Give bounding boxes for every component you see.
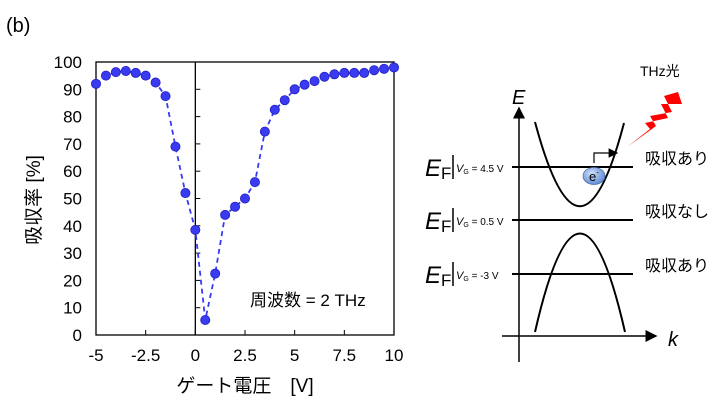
lightning-bolt-icon (627, 92, 682, 147)
momentum-axis-label: k (668, 329, 679, 351)
data-point (339, 67, 350, 78)
data-point (289, 84, 300, 95)
absorption-result: 吸収なし (645, 203, 709, 221)
y-tick-label: 70 (63, 135, 82, 154)
y-axis-label: 吸収率 [%] (23, 155, 45, 245)
data-point (299, 79, 310, 90)
data-point (269, 104, 280, 115)
data-point (130, 67, 141, 78)
x-ticks: -5 -2.5 0 2.5 5 7.5 10 (88, 330, 403, 365)
data-point (349, 67, 360, 78)
data-point (319, 71, 330, 82)
data-point (160, 91, 171, 102)
x-tick-label: -2.5 (131, 346, 160, 365)
y-tick-label: 90 (63, 80, 82, 99)
x-axis-label: ゲート電圧 [V] (176, 375, 313, 397)
data-point (140, 70, 151, 81)
valence-band (534, 232, 626, 333)
fermi-subscript: F (441, 164, 451, 183)
panel-label: (b) (6, 15, 30, 37)
data-point (279, 95, 290, 106)
data-point (100, 70, 111, 81)
y-tick-label: 80 (63, 108, 82, 127)
fermi-level-2: E F VG = -3 V 吸収あり (425, 257, 709, 290)
fermi-subscript: F (441, 217, 451, 236)
x-tick-label: 5 (290, 346, 299, 365)
fermi-symbol: E (425, 262, 442, 289)
fermi-symbol: E (425, 208, 442, 235)
energy-axis-label: E (512, 87, 526, 109)
data-point (190, 224, 201, 235)
absorption-result: 吸収あり (645, 150, 709, 168)
data-point (239, 193, 250, 204)
data-point (230, 201, 241, 212)
y-ticks: 0 10 20 30 40 50 60 70 80 90 100 (54, 53, 201, 345)
x-tick-label: -5 (88, 346, 103, 365)
gate-voltage-label: VG = 0.5 V (456, 216, 504, 229)
data-point (170, 141, 181, 152)
data-point (91, 78, 102, 89)
fermi-subscript: F (441, 271, 451, 290)
data-point (210, 268, 221, 279)
x-tick-label: 7.5 (333, 346, 357, 365)
y-tick-label: 40 (63, 217, 82, 236)
data-point (259, 126, 270, 137)
gate-voltage-label: VG = 4.5 V (456, 163, 504, 176)
frequency-annotation: 周波数 = 2 THz (250, 291, 366, 310)
y-tick-label: 100 (54, 53, 82, 72)
data-point (329, 69, 340, 80)
y-tick-label: 10 (63, 299, 82, 318)
y-tick-label: 30 (63, 244, 82, 263)
data-point (249, 177, 260, 188)
y-tick-label: 20 (63, 271, 82, 290)
data-point (379, 63, 390, 74)
data-point (359, 67, 370, 78)
y-tick-label: 0 (73, 326, 82, 345)
absorption-result: 吸収あり (645, 257, 709, 275)
electron-label: e- (589, 168, 599, 184)
data-point (110, 67, 121, 78)
data-point (180, 188, 191, 199)
y-tick-label: 50 (63, 190, 82, 209)
x-tick-label: 10 (385, 346, 404, 365)
fermi-symbol: E (425, 155, 442, 182)
gate-voltage-label: VG = -3 V (456, 270, 499, 283)
x-tick-label: 0 (191, 346, 200, 365)
fermi-level-0: E F VG = 4.5 V 吸収あり (425, 150, 709, 183)
data-point (120, 66, 131, 77)
data-point (220, 209, 231, 220)
data-point (200, 314, 211, 325)
thz-light-label: THz光 (640, 63, 680, 79)
data-point (369, 65, 380, 76)
fermi-level-1: E F VG = 0.5 V 吸収なし (425, 203, 709, 236)
data-point (388, 62, 399, 73)
electron-icon (582, 167, 606, 185)
excitation-arrow (593, 148, 619, 163)
data-point (309, 76, 320, 87)
conduction-band (534, 121, 625, 207)
x-tick-label: 2.5 (233, 346, 257, 365)
y-tick-label: 60 (63, 162, 82, 181)
data-points (91, 62, 399, 325)
data-point (150, 77, 161, 88)
